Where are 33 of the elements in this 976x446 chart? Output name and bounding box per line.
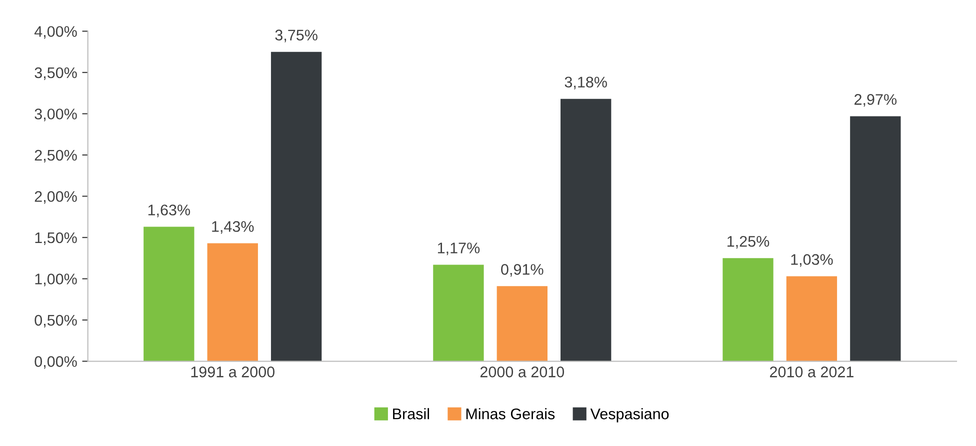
x-tick-label: 2010 a 2021 bbox=[770, 366, 854, 378]
bar bbox=[144, 226, 194, 362]
legend-label: Brasil bbox=[393, 408, 430, 420]
bar bbox=[270, 52, 322, 362]
x-tick-label: 1991 a 2000 bbox=[191, 366, 274, 378]
x-tick-label: 2000 a 2010 bbox=[480, 366, 564, 378]
data-label: 1,17% bbox=[438, 242, 480, 256]
y-tick-label: 4,00% bbox=[34, 26, 77, 39]
legend-label: Vespasiano bbox=[590, 408, 669, 422]
data-label: 0,91% bbox=[501, 264, 544, 277]
bar bbox=[207, 243, 258, 362]
bar bbox=[722, 258, 774, 362]
bar bbox=[786, 276, 838, 362]
y-tick-label: 1,50% bbox=[35, 232, 77, 245]
y-tick-label: 2,50% bbox=[34, 150, 77, 162]
bar bbox=[433, 264, 484, 362]
data-label: 1,03% bbox=[791, 254, 833, 267]
bar bbox=[496, 286, 548, 362]
bar bbox=[850, 116, 901, 362]
legend-label: Minas Gerais bbox=[466, 408, 555, 420]
data-label: 2,97% bbox=[854, 94, 897, 107]
y-tick-label: 3,00% bbox=[34, 108, 77, 122]
data-label: 1,25% bbox=[728, 236, 770, 249]
data-label: 3,75% bbox=[275, 30, 318, 42]
data-label: 1,43% bbox=[212, 221, 254, 234]
y-tick-label: 2,00% bbox=[34, 191, 77, 204]
bar bbox=[560, 98, 612, 362]
y-tick-label: 1,00% bbox=[35, 274, 77, 286]
data-label: 3,18% bbox=[564, 76, 607, 90]
y-tick-label: 0,00% bbox=[34, 356, 77, 369]
y-tick-label: 0,50% bbox=[34, 314, 77, 328]
data-label: 1,63% bbox=[148, 204, 190, 218]
y-tick-label: 3,50% bbox=[34, 67, 77, 80]
